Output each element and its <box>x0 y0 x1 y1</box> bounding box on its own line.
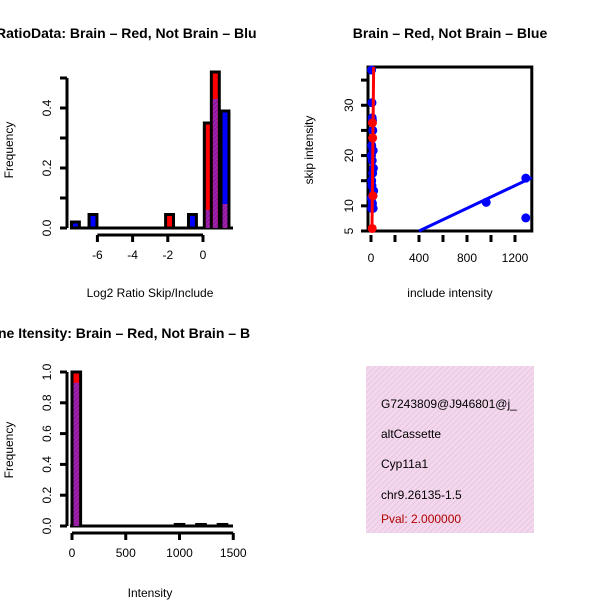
y-tick-label: 0.2 <box>40 487 54 504</box>
x-tick-label: -6 <box>92 248 103 262</box>
location: chr9.26135-1.5 <box>381 488 462 502</box>
blue-fit-line <box>418 176 533 233</box>
y-tick-label: 0.8 <box>40 394 54 411</box>
plot-frame <box>366 65 534 233</box>
x-tick-label: 400 <box>409 251 429 265</box>
overlap-bar <box>222 204 228 228</box>
overlap-bar <box>205 210 211 228</box>
histogram-bar <box>216 522 229 528</box>
chart-title: ne Itensity: Brain – Red, Not Brain – B <box>0 325 250 341</box>
histogram-bar <box>186 213 198 230</box>
x-tick-label: 1000 <box>166 546 193 560</box>
y-tick-label: 20 <box>342 149 356 163</box>
y-tick-label: 5 <box>342 227 356 234</box>
y-tick-label: 1.0 <box>40 363 54 380</box>
y-tick-label: 0.6 <box>40 425 54 442</box>
histogram-bar <box>69 220 81 230</box>
y-tick-label: 0.0 <box>40 219 54 236</box>
pval: Pval: 2.000000 <box>381 512 461 526</box>
x-tick-label: 0 <box>69 546 76 560</box>
blue-point <box>521 213 531 223</box>
info-panel: G7243809@J946801@j_ altCassette Cyp11a1 … <box>366 366 534 533</box>
x-axis-label: include intensity <box>407 286 492 300</box>
y-tick-label: 10 <box>342 199 356 213</box>
histogram-bar <box>164 213 176 230</box>
intensity-histogram: ne Itensity: Brain – Red, Not Brain – B … <box>0 325 250 600</box>
gene-name: Cyp11a1 <box>381 457 428 471</box>
event-type: altCassette <box>381 427 441 441</box>
y-axis-label: Frequency <box>2 122 16 179</box>
x-axis-label: Log2 Ratio Skip/Include <box>87 286 214 300</box>
histogram-bar <box>195 522 207 528</box>
histogram-bar <box>87 213 99 230</box>
intensity-scatter: Brain – Red, Not Brain – Blue include in… <box>302 25 547 300</box>
x-tick-label: 0 <box>368 251 375 265</box>
chart-title: Brain – Red, Not Brain – Blue <box>353 25 548 41</box>
y-tick-label: 0.0 <box>40 517 54 534</box>
y-tick-label: 0.2 <box>40 159 54 176</box>
x-tick-label: -4 <box>127 248 138 262</box>
y-tick-label: 30 <box>342 98 356 112</box>
x-tick-label: 1500 <box>220 546 247 560</box>
x-tick-label: 1200 <box>502 251 529 265</box>
ratio-histogram: RatioData: Brain – Red, Not Brain – Blu … <box>0 25 257 300</box>
y-axis-label: Frequency <box>2 422 16 479</box>
y-tick-label: 0.4 <box>40 456 54 473</box>
x-tick-label: 500 <box>116 546 136 560</box>
chart-title: RatioData: Brain – Red, Not Brain – Blu <box>0 25 257 41</box>
y-tick-label: 0.4 <box>40 99 54 116</box>
info-panel-background <box>366 366 534 533</box>
x-tick-label: 0 <box>200 248 207 262</box>
x-tick-label: 800 <box>457 251 477 265</box>
event-id: G7243809@J946801@j_ <box>381 397 517 411</box>
x-axis-label: Intensity <box>128 586 173 600</box>
x-tick-label: -2 <box>162 248 173 262</box>
overlap-bar <box>212 99 218 228</box>
y-axis-label: skip intensity <box>302 116 316 185</box>
overlap-bar <box>73 382 80 526</box>
red-fit-line <box>370 67 376 232</box>
histogram-bar <box>173 522 186 528</box>
